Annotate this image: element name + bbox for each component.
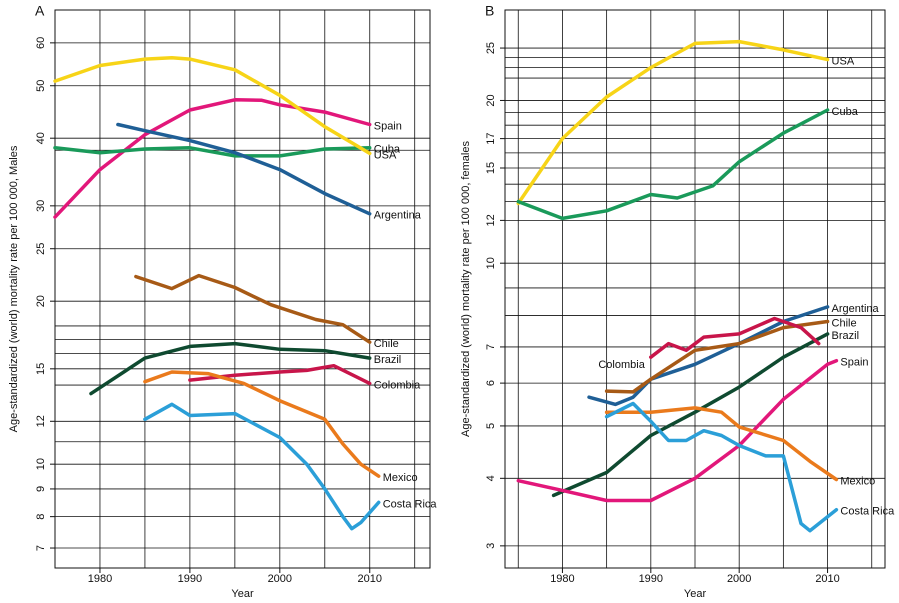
- x-tick-label: 2010: [815, 573, 839, 585]
- y-tick-label: 10: [35, 458, 47, 470]
- series-line: [188, 363, 372, 386]
- y-tick-label: 6: [485, 380, 497, 386]
- series-label: Cuba: [374, 144, 401, 156]
- plot-frame: [54, 9, 431, 569]
- series-line: [649, 316, 821, 359]
- panel-title: A: [35, 3, 45, 19]
- y-tick-label: 5: [485, 423, 497, 429]
- series-line: [551, 332, 830, 498]
- series-label: Argentina: [374, 210, 422, 222]
- series-line: [516, 39, 830, 206]
- series-label: Argentina: [832, 303, 880, 315]
- y-axis-label: Age-standardized (world) mortality rate …: [460, 141, 472, 437]
- series-line: [604, 319, 830, 394]
- series-label: Spain: [374, 120, 402, 132]
- series-line: [516, 108, 830, 221]
- panel-title: B: [485, 3, 494, 19]
- series-label: Costa Rica: [383, 498, 438, 510]
- y-tick-label: 15: [485, 162, 497, 174]
- y-tick-label: 40: [35, 132, 47, 144]
- x-tick-label: 2000: [268, 573, 292, 585]
- series-label: USA: [374, 149, 397, 161]
- series-label: USA: [832, 56, 855, 68]
- y-tick-label: 60: [35, 37, 47, 49]
- series-label: Mexico: [383, 472, 418, 484]
- x-tick-label: 1990: [178, 573, 202, 585]
- x-tick-label: 2000: [727, 573, 751, 585]
- y-tick-label: 30: [35, 200, 47, 212]
- series-line: [53, 56, 372, 156]
- series-line: [516, 358, 839, 503]
- plot-frame: [504, 9, 886, 569]
- series-label: Brazil: [374, 354, 402, 366]
- y-tick-label: 20: [35, 295, 47, 307]
- series-line: [604, 406, 839, 482]
- x-tick-label: 1990: [639, 573, 663, 585]
- y-tick-label: 10: [485, 257, 497, 269]
- y-tick-label: 4: [485, 475, 497, 481]
- series-label: Chile: [832, 317, 857, 329]
- series-line: [53, 98, 372, 219]
- y-tick-label: 7: [35, 545, 47, 551]
- x-axis-label: Year: [684, 588, 707, 600]
- series-label: Spain: [840, 357, 868, 369]
- y-tick-label: 8: [35, 514, 47, 520]
- series-line: [134, 273, 372, 344]
- series-line: [143, 370, 381, 478]
- y-tick-label: 12: [485, 214, 497, 226]
- series-label: Colombia: [374, 379, 421, 391]
- y-tick-label: 17: [485, 132, 497, 144]
- series-line: [143, 402, 381, 531]
- x-tick-label: 2010: [358, 573, 382, 585]
- series-line: [116, 122, 372, 216]
- x-axis-label: Year: [231, 588, 254, 600]
- x-tick-label: 1980: [88, 573, 112, 585]
- series-label: Costa Rica: [840, 506, 895, 518]
- y-axis-label: Age-standardized (world) mortality rate …: [8, 145, 20, 432]
- series-label: Colombia: [598, 359, 645, 371]
- y-tick-label: 25: [485, 42, 497, 54]
- y-tick-label: 20: [485, 94, 497, 106]
- y-tick-label: 7: [485, 344, 497, 350]
- y-tick-label: 50: [35, 80, 47, 92]
- y-tick-label: 25: [35, 243, 47, 255]
- y-tick-label: 9: [35, 486, 47, 492]
- series-label: Mexico: [840, 475, 875, 487]
- series-label: Brazil: [832, 330, 860, 342]
- series-line: [53, 146, 372, 158]
- y-tick-label: 15: [35, 363, 47, 375]
- x-tick-label: 1980: [550, 573, 574, 585]
- series-label: Chile: [374, 338, 399, 350]
- series-line: [587, 305, 830, 407]
- series-line: [89, 341, 372, 396]
- series-line: [604, 401, 839, 533]
- y-tick-label: 3: [485, 543, 497, 549]
- y-tick-label: 12: [35, 415, 47, 427]
- series-label: Cuba: [832, 106, 859, 118]
